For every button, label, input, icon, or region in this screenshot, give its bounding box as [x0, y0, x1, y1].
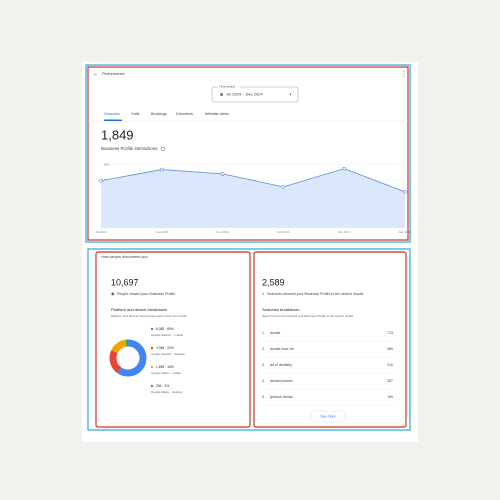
legend-dot: [150, 346, 154, 350]
point: [403, 190, 407, 194]
period: Jul 2024 – Dec 2024: [226, 92, 263, 97]
count: 310: [387, 363, 393, 367]
see-more[interactable]: See more: [320, 414, 335, 418]
info-icon[interactable]: [160, 146, 166, 152]
tab[interactable]: Directions: [176, 112, 193, 116]
highlight-box: [85, 64, 411, 243]
tab[interactable]: Website clicks: [205, 112, 229, 116]
count: 713: [387, 331, 393, 335]
eye-icon: ◉: [111, 291, 115, 296]
breakdown-title: Searches breakdown: [262, 307, 300, 312]
legend-value: 1,693 · 16%: [156, 365, 174, 369]
point: [99, 178, 103, 183]
x-tick-label: Dec 2024: [399, 230, 412, 234]
count: 287: [387, 379, 393, 383]
discovery-total: 10,697: [111, 277, 139, 287]
legend-dot: [150, 365, 154, 369]
term: dentist near me: [270, 347, 294, 351]
donut-segment: [109, 350, 122, 373]
period-label: Time period: [219, 84, 235, 88]
see-more-button[interactable]: [309, 410, 347, 423]
breakdown-subtitle: Platform and devices that people used to…: [111, 314, 187, 318]
back-arrow[interactable]: ←: [93, 72, 99, 78]
rank: 3.: [262, 363, 265, 367]
tab[interactable]: Overview: [104, 112, 120, 116]
interactions-total: 1,849: [101, 127, 134, 142]
point: [160, 167, 164, 172]
section-title: How people discovered you: [101, 255, 148, 259]
rank: 5.: [262, 395, 265, 399]
legend-value: 6,382 · 60%: [156, 327, 174, 331]
highlight-box: [253, 251, 407, 428]
point: [281, 185, 286, 189]
point: [342, 166, 347, 171]
legend-source: Google Search – desktop: [151, 352, 185, 356]
y-tick-label: 300: [104, 162, 109, 166]
legend-source: Google Maps – desktop: [151, 390, 183, 394]
highlight-box: [95, 251, 251, 428]
rank: 2.: [262, 347, 265, 351]
dropdown-arrow: ▼: [289, 92, 292, 96]
legend-source: Google Maps – mobile: [151, 371, 181, 375]
x-tick-label: Oct 2024: [277, 230, 290, 234]
term: dentist: [270, 331, 280, 335]
x-tick-label: Jul 2024: [95, 230, 107, 234]
tab[interactable]: Bookings: [151, 112, 167, 116]
breakdown-title: Platform and device breakdown: [111, 307, 167, 312]
line: [100, 168, 406, 193]
count: 489: [387, 347, 393, 351]
area: [101, 168, 405, 228]
calendar-icon: ▦: [220, 92, 224, 96]
legend-value: 253 · 2%: [156, 384, 169, 388]
rank: 4.: [262, 379, 265, 383]
donut-segment: [117, 339, 147, 377]
label-bg: [218, 84, 240, 89]
term: dental lyndoch: [270, 379, 293, 383]
tab[interactable]: Calls: [131, 112, 140, 116]
x-tick-label: Nov 2024: [338, 230, 351, 234]
count: 149: [387, 395, 393, 399]
legend-source: Google Search – mobile: [151, 333, 184, 337]
period-dropdown[interactable]: [211, 86, 299, 103]
searches-total: 2,589: [262, 277, 285, 287]
interactions-label: Business Profile interactions: [101, 146, 158, 151]
breakdown-subtitle: Search terms that showed your Business P…: [262, 314, 354, 318]
rank: 1.: [262, 331, 265, 335]
x-tick-label: Sep 2024: [216, 230, 229, 234]
x-tick-label: Aug 2024: [155, 230, 168, 234]
legend-dot: [150, 327, 154, 331]
donut-segment: [111, 339, 127, 354]
legend-dot: [150, 384, 154, 388]
legend-value: 2,369 · 22%: [156, 346, 174, 350]
title: Performance: [102, 71, 126, 76]
point: [220, 172, 225, 176]
highlight-box: [87, 66, 409, 241]
discovery-total-label: People viewed your Business Profile: [117, 292, 175, 296]
searches-total-label: Searches showed your Business Profile in…: [267, 292, 364, 296]
highlight-box: [87, 248, 411, 431]
term: lyndoch dental: [270, 395, 293, 399]
tab-underline: [104, 119, 122, 121]
search-icon: ⌕: [262, 291, 264, 296]
term: art of dentistry: [270, 363, 292, 367]
menu[interactable]: ⋮: [401, 72, 407, 78]
